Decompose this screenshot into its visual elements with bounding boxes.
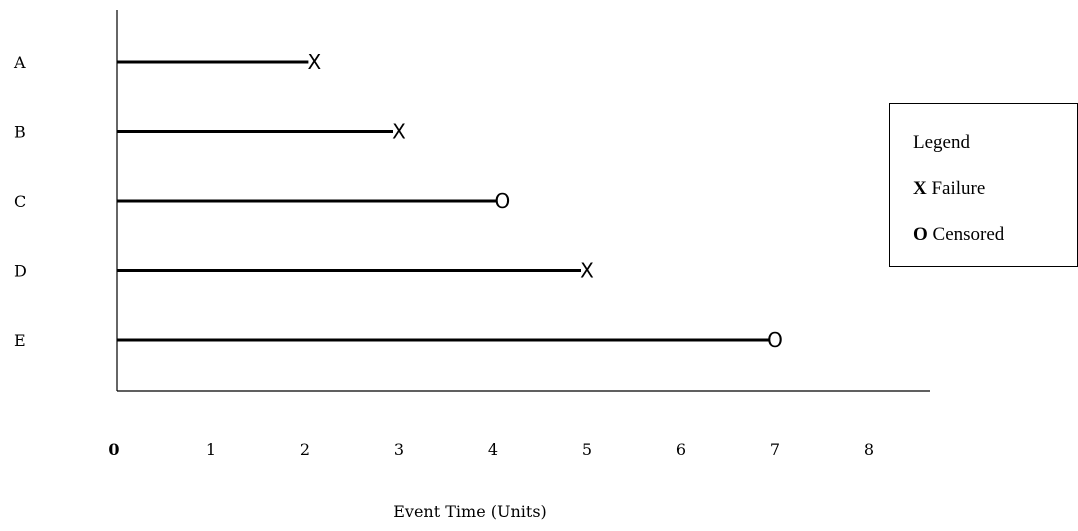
x-tick-label-4: 4	[488, 440, 498, 459]
x-tick-label-1: 1	[206, 440, 216, 459]
x-tick-label-2: 2	[300, 440, 310, 459]
failure-marker-a: X	[308, 50, 322, 74]
legend-censored-symbol: O	[913, 224, 928, 245]
legend-failure-symbol: X	[913, 178, 927, 199]
legend-entry-failure: X Failure	[913, 178, 985, 200]
censored-marker-e: O	[767, 328, 783, 352]
x-tick-labels: 0 1 2 3 4 5 6 7 8	[108, 440, 874, 459]
x-axis-title: Event Time (Units)	[393, 502, 547, 521]
subjects: A X B X C O D X E O	[13, 50, 783, 352]
failure-marker-d: X	[580, 259, 594, 283]
legend: Legend X Failure O Censored	[889, 103, 1078, 267]
legend-title: Legend	[913, 132, 970, 153]
legend-failure-label: Failure	[931, 178, 986, 199]
censored-marker-c: O	[495, 189, 511, 213]
subject-label-b: B	[14, 123, 26, 142]
x-tick-label-7: 7	[770, 440, 780, 459]
x-tick-label-5: 5	[582, 440, 592, 459]
legend-entry-censored: O Censored	[913, 224, 1004, 246]
x-tick-label-3: 3	[394, 440, 404, 459]
x-tick-label-8: 8	[864, 440, 874, 459]
x-tick-label-0: 0	[108, 440, 119, 459]
subject-label-d: D	[14, 262, 27, 281]
subject-label-e: E	[14, 331, 26, 350]
x-tick-label-6: 6	[676, 440, 686, 459]
subject-label-a: A	[13, 53, 26, 72]
failure-marker-b: X	[392, 120, 406, 144]
legend-censored-label: Censored	[932, 224, 1005, 245]
subject-label-c: C	[14, 192, 26, 211]
